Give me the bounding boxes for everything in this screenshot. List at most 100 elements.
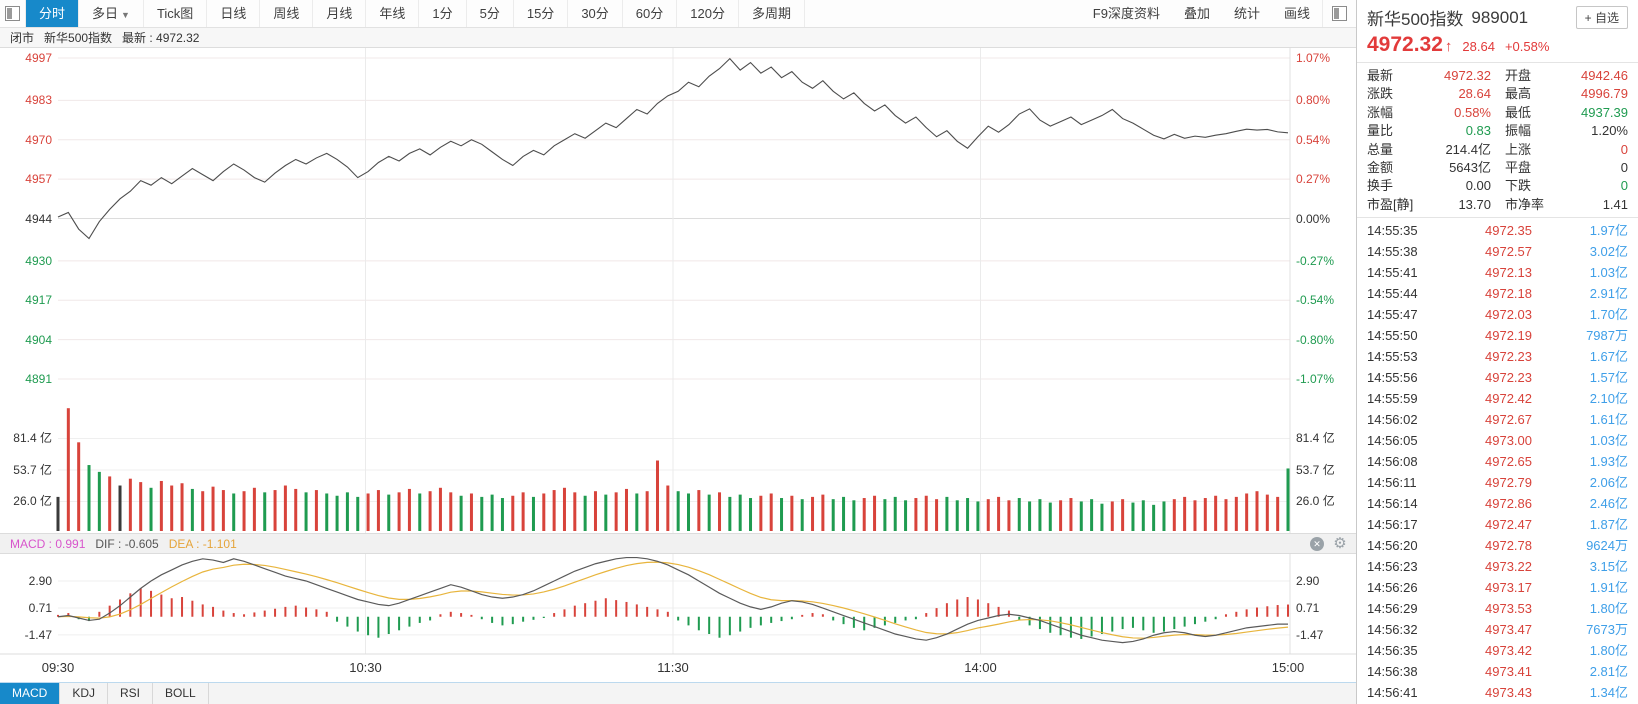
quote-row: 量比 0.83 振幅 1.20% xyxy=(1367,122,1628,140)
indicator-tab-BOLL[interactable]: BOLL xyxy=(153,683,209,704)
tick-row[interactable]: 14:56:29 4973.53 1.80亿 xyxy=(1367,598,1628,619)
instrument-name: 新华500指数 xyxy=(1367,10,1464,29)
tick-volume: 7673万 xyxy=(1586,622,1628,638)
toolbar-period-15分[interactable]: 15分 xyxy=(514,0,569,27)
indicator-header-icons: ✕ ⚙ xyxy=(1310,535,1347,552)
toolbar-period-5分[interactable]: 5分 xyxy=(467,0,514,27)
tick-row[interactable]: 14:56:38 4973.41 2.81亿 xyxy=(1367,661,1628,682)
tick-volume: 9624万 xyxy=(1586,538,1628,554)
tick-time: 14:56:29 xyxy=(1367,601,1418,617)
indicator-tab-bar: MACD KDJ RSI BOLL xyxy=(0,682,1356,704)
quote-label: 总量 xyxy=(1367,141,1394,157)
tick-price: 4972.13 xyxy=(1485,265,1532,281)
tick-row[interactable]: 14:56:05 4973.00 1.03亿 xyxy=(1367,430,1628,451)
toolbar-action-叠加[interactable]: 叠加 xyxy=(1183,6,1210,21)
quote-row: 涨幅 0.58% 最低 4937.39 xyxy=(1367,104,1628,122)
tick-row[interactable]: 14:56:35 4973.42 1.80亿 xyxy=(1367,640,1628,661)
tick-row[interactable]: 14:55:35 4972.35 1.97亿 xyxy=(1367,220,1628,241)
indicator-settings-gear-icon[interactable]: ⚙ xyxy=(1333,535,1347,552)
tick-row[interactable]: 14:56:17 4972.47 1.87亿 xyxy=(1367,514,1628,535)
tick-row[interactable]: 14:56:11 4972.79 2.06亿 xyxy=(1367,472,1628,493)
toolbar-period-周线[interactable]: 周线 xyxy=(260,0,314,27)
tick-row[interactable]: 14:55:38 4972.57 3.02亿 xyxy=(1367,241,1628,262)
tick-price: 4972.78 xyxy=(1485,538,1532,554)
toolbar-period-60分[interactable]: 60分 xyxy=(623,0,678,27)
price-axis-label: 4917 xyxy=(25,293,52,308)
toolbar-period-30分[interactable]: 30分 xyxy=(568,0,623,27)
quote-value: 4972.32 xyxy=(1444,68,1491,83)
tick-row[interactable]: 14:55:47 4972.03 1.70亿 xyxy=(1367,304,1628,325)
tick-time: 14:56:35 xyxy=(1367,643,1418,659)
tick-time: 14:56:32 xyxy=(1367,622,1418,638)
chart-subheader: 闭市 新华500指数 最新 : 4972.32 xyxy=(0,28,1356,48)
panel-toggle-right-icon xyxy=(1332,6,1347,21)
toolbar-action-F9深度资料[interactable]: F9深度资料 xyxy=(1092,6,1160,21)
up-arrow-icon: ↑ xyxy=(1444,38,1453,55)
percent-axis-label: -1.07% xyxy=(1296,372,1335,386)
toolbar-period-日线[interactable]: 日线 xyxy=(207,0,261,27)
price-axis-label: 4983 xyxy=(25,93,52,108)
quote-side-panel: 新华500指数 989001 + 自选 4972.32 ↑ 28.64 +0.5… xyxy=(1356,0,1638,704)
toolbar-period-分时[interactable]: 分时 xyxy=(26,0,80,27)
price-axis-label: 4891 xyxy=(25,372,52,386)
tick-row[interactable]: 14:56:08 4972.65 1.93亿 xyxy=(1367,451,1628,472)
tick-volume: 3.02亿 xyxy=(1589,244,1628,260)
tick-row[interactable]: 14:56:14 4972.86 2.46亿 xyxy=(1367,493,1628,514)
tick-row[interactable]: 14:55:44 4972.18 2.91亿 xyxy=(1367,283,1628,304)
quote-summary-grid: 最新 4972.32 开盘 4942.46 涨跌 28.64 最高 4996.79 涨幅 0.58… xyxy=(1357,62,1638,217)
toolbar-action-画线[interactable]: 画线 xyxy=(1283,6,1310,21)
tick-row[interactable]: 14:56:02 4972.67 1.61亿 xyxy=(1367,409,1628,430)
right-panel-toggle-button[interactable] xyxy=(1322,0,1356,27)
toolbar-period-120分[interactable]: 120分 xyxy=(677,0,739,27)
toolbar-period-年线[interactable]: 年线 xyxy=(366,0,420,27)
toolbar-period-Tick图[interactable]: Tick图 xyxy=(144,0,208,27)
quote-value: 5643亿 xyxy=(1449,160,1491,176)
indicator-tab-KDJ[interactable]: KDJ xyxy=(60,683,109,704)
tick-row[interactable]: 14:55:50 4972.19 7987万 xyxy=(1367,325,1628,346)
toolbar-period-多周期[interactable]: 多周期 xyxy=(739,0,805,27)
tick-price: 4972.35 xyxy=(1485,223,1532,239)
tick-row[interactable]: 14:56:32 4973.47 7673万 xyxy=(1367,619,1628,640)
tick-row[interactable]: 14:56:26 4973.17 1.91亿 xyxy=(1367,577,1628,598)
tick-volume: 1.03亿 xyxy=(1589,433,1628,449)
price-axis-label: 4930 xyxy=(25,253,52,268)
tick-volume: 1.61亿 xyxy=(1589,412,1628,428)
timeshare-chart-svg xyxy=(0,48,1356,655)
quote-label: 涨幅 xyxy=(1367,104,1394,120)
tick-time: 14:56:08 xyxy=(1367,454,1418,470)
tick-price: 4972.79 xyxy=(1485,475,1532,491)
chart-plot-area[interactable]: 4997 1.07% 4983 0.80% 4970 0.54% 4957 0.27% 4944… xyxy=(0,48,1356,704)
quote-row: 最新 4972.32 开盘 4942.46 xyxy=(1367,67,1628,85)
toolbar-period-多日[interactable]: 多日 ▼ xyxy=(79,0,144,27)
tick-row[interactable]: 14:55:56 4972.23 1.57亿 xyxy=(1367,367,1628,388)
tick-price: 4973.42 xyxy=(1485,643,1532,659)
price-axis-label: 4904 xyxy=(25,332,52,347)
quote-label: 平盘 xyxy=(1505,160,1532,176)
tick-row[interactable]: 14:55:59 4972.42 2.10亿 xyxy=(1367,388,1628,409)
tick-row[interactable]: 14:55:41 4972.13 1.03亿 xyxy=(1367,262,1628,283)
tick-time: 14:56:02 xyxy=(1367,412,1418,428)
quote-label: 下跌 xyxy=(1505,178,1532,194)
tick-row[interactable]: 14:56:23 4973.22 3.15亿 xyxy=(1367,556,1628,577)
add-watchlist-button[interactable]: + 自选 xyxy=(1575,6,1628,29)
indicator-tab-MACD[interactable]: MACD xyxy=(0,683,61,704)
percent-axis-label: 1.07% xyxy=(1296,51,1331,65)
close-indicator-icon[interactable]: ✕ xyxy=(1310,537,1324,551)
time-axis-label: 15:00 xyxy=(1271,660,1305,675)
toolbar-period-月线[interactable]: 月线 xyxy=(313,0,367,27)
left-panel-toggle-button[interactable] xyxy=(0,0,26,27)
toolbar-action-统计[interactable]: 统计 xyxy=(1233,6,1260,21)
quote-label: 量比 xyxy=(1367,123,1394,139)
toolbar-period-1分[interactable]: 1分 xyxy=(419,0,467,27)
dea-value-label: DEA : -1.101 xyxy=(168,536,237,551)
quote-label: 最高 xyxy=(1505,86,1532,102)
tick-row[interactable]: 14:55:53 4972.23 1.67亿 xyxy=(1367,346,1628,367)
tick-by-tick-list[interactable]: 14:55:35 4972.35 1.97亿 14:55:38 4972.57 3.02亿… xyxy=(1357,217,1638,703)
tick-row[interactable]: 14:56:41 4973.43 1.34亿 xyxy=(1367,682,1628,703)
period-toolbar: 分时 多日 ▼ Tick图 日线 周线 月线 年线 1分 5分 15分 30分 60分 120分 多周期 F… xyxy=(0,0,1356,28)
volume-axis-label: 26.0 亿 xyxy=(13,494,52,509)
tick-row[interactable]: 14:56:20 4972.78 9624万 xyxy=(1367,535,1628,556)
indicator-tab-RSI[interactable]: RSI xyxy=(108,683,154,704)
percent-axis-label: 0.80% xyxy=(1296,93,1331,108)
